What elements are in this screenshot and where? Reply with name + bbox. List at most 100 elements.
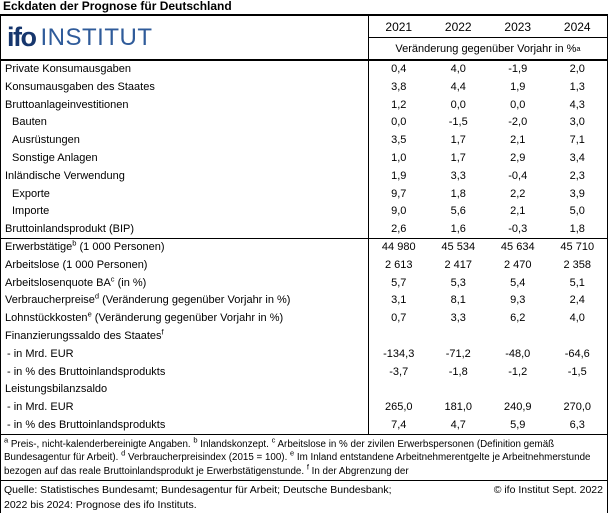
cell-2021: 9,0: [391, 205, 407, 218]
table-row: - in Mrd. EUR 265,0 181,0 240,9 270,0: [1, 399, 607, 417]
cell-2021: 265,0: [384, 401, 413, 414]
row-values: 1,0 1,7 2,9 3,4: [368, 149, 607, 168]
row-values: 1,9 3,3 -0,4 2,3: [368, 167, 607, 186]
cell-2022: 4,7: [450, 418, 466, 431]
cell-2024: 4,0: [569, 312, 585, 325]
row-label: Exporte: [12, 187, 50, 200]
cell-2024: 270,0: [563, 401, 592, 414]
source-text: Quelle: Statistisches Bundesamt; Bundesa…: [4, 483, 392, 496]
cell-2022: 1,8: [450, 187, 466, 200]
table-row: - in % des Bruttoinlandsprodukts -3,7 -1…: [1, 363, 607, 382]
year-header-row: 2021 2022 2023 2024: [369, 16, 607, 38]
cell-2023: -48,0: [505, 347, 531, 360]
cell-2021: 1,2: [391, 98, 407, 111]
row-label: - in Mrd. EUR: [7, 347, 74, 360]
cell-2024: 2,4: [569, 294, 585, 307]
cell-2021: 0,4: [391, 63, 407, 75]
cell-2024: 2,3: [569, 169, 585, 182]
cell-2023: -0,4: [508, 169, 528, 182]
cell-2022: -71,2: [445, 347, 471, 360]
row-label: Bruttoanlageinvestitionen: [5, 98, 129, 111]
row-label: Leistungsbilanzsaldo: [5, 383, 108, 396]
row-values: 0,7 3,3 6,2 4,0: [368, 310, 607, 328]
row-values: 265,0 181,0 240,9 270,0: [368, 399, 607, 417]
cell-2023: 6,2: [510, 312, 526, 325]
cell-2022: 5,3: [450, 276, 466, 289]
ifo-logo: ifo INSTITUT: [1, 16, 368, 59]
row-values: 0,0 -1,5 -2,0 3,0: [368, 114, 607, 133]
row-label: Erwerbstätigeb (1 000 Personen): [5, 238, 165, 253]
cell-2023: 240,9: [503, 401, 532, 414]
cell-2023: 2,9: [510, 151, 526, 164]
year-header-2021: 2021: [385, 19, 413, 34]
cell-2024: 5,1: [569, 276, 585, 289]
row-label: Bruttoinlandsprodukt (BIP): [5, 223, 135, 236]
cell-2024: 7,1: [569, 134, 585, 147]
cell-2021: -3,7: [389, 365, 409, 378]
row-values: 3,8 4,4 1,9 1,3: [368, 78, 607, 97]
cell-2024: 2,0: [569, 63, 585, 75]
row-label: Ausrüstungen: [12, 134, 80, 147]
cell-2021: 3,8: [391, 80, 407, 93]
cell-2023: 2,1: [510, 205, 526, 218]
table-row: Finanzierungssaldo des Staatesf: [1, 327, 607, 346]
cell-2024: 2 358: [563, 258, 592, 271]
row-label: - in % des Bruttoinlandsprodukts: [7, 418, 166, 431]
header-columns: 2021 2022 2023 2024 Veränderung gegenübe…: [368, 16, 607, 59]
cell-2021: [369, 381, 429, 399]
cell-2022: 8,1: [450, 294, 466, 307]
source-block: Quelle: Statistisches Bundesamt; Bundesa…: [1, 481, 607, 513]
ifo-logo-mark: ifo: [7, 22, 37, 52]
row-label: Bauten: [12, 116, 47, 129]
footnotes: a Preis-, nicht-kalenderbereinigte Angab…: [1, 435, 607, 481]
cell-2023: 9,3: [510, 294, 526, 307]
cell-2023: 2,2: [510, 187, 526, 200]
cell-2023: [488, 381, 548, 399]
cell-2024: -64,6: [564, 347, 590, 360]
cell-2023: 2,1: [510, 134, 526, 147]
cell-2023: 2 470: [503, 258, 532, 271]
table-row: Inländische Verwendung 1,9 3,3 -0,4 2,3: [1, 167, 607, 186]
footnote-segment: a Preis-, nicht-kalenderbereinigte Angab…: [4, 435, 194, 450]
table-frame: ifo INSTITUT 2021 2022 2023 2024 Verände…: [0, 14, 608, 513]
row-label: Lohnstückkostene (Veränderung gegenüber …: [5, 310, 284, 325]
row-values: 1,2 0,0 0,0 4,3: [368, 96, 607, 115]
table-row: Arbeitslosenquote BAc (in %) 5,7 5,3 5,4…: [1, 274, 607, 293]
cell-2021: 2,6: [391, 223, 407, 236]
cell-2021: 44 980: [381, 240, 416, 253]
row-values: 2 613 2 417 2 470 2 358: [368, 256, 607, 275]
row-values: 2,6 1,6 -0,3 1,8: [368, 221, 607, 238]
cell-2021: 0,7: [391, 312, 407, 325]
cell-2024: 1,3: [569, 80, 585, 93]
row-values: -3,7 -1,8 -1,2 -1,5: [368, 363, 607, 382]
forecast-note: 2022 bis 2024: Prognose des ifo Institut…: [4, 498, 197, 511]
page-title: Eckdaten der Prognose für Deutschland: [3, 0, 232, 13]
cell-2022: 4,0: [450, 63, 466, 75]
row-label: Private Konsumausgaben: [5, 63, 131, 75]
table-row: Importe 9,0 5,6 2,1 5,0: [1, 203, 607, 222]
cell-2021: 1,0: [391, 151, 407, 164]
row-values: [368, 327, 607, 346]
cell-2021: 7,4: [391, 418, 407, 431]
row-label: Arbeitslosenquote BAc (in %): [5, 274, 147, 289]
copyright-text: © ifo Institut Sept. 2022: [493, 483, 603, 496]
table-row: - in % des Bruttoinlandsprodukts 7,4 4,7…: [1, 416, 607, 435]
table-row: Bruttoanlageinvestitionen 1,2 0,0 0,0 4,…: [1, 96, 607, 115]
cell-2024: 6,3: [569, 418, 585, 431]
cell-2022: 1,6: [450, 223, 466, 236]
table-row: Ausrüstungen 3,5 1,7 2,1 7,1: [1, 132, 607, 150]
ifo-logo-text: INSTITUT: [40, 23, 153, 51]
footnote-segment: d Verbraucherpreisindex (2015 = 100).: [121, 449, 291, 464]
row-label: Inländische Verwendung: [5, 169, 125, 182]
row-label: Arbeitslose (1 000 Personen): [5, 258, 148, 271]
footnote-segment: b Inlandskonzept.: [193, 435, 272, 450]
cell-2022: -1,8: [448, 365, 468, 378]
table-row: Bauten 0,0 -1,5 -2,0 3,0: [1, 114, 607, 133]
table-row: Bruttoinlandsprodukt (BIP) 2,6 1,6 -0,3 …: [1, 221, 607, 239]
cell-2024: 4,3: [569, 98, 585, 111]
cell-2022: [429, 381, 489, 399]
cell-2023: -0,3: [508, 223, 528, 236]
cell-2023: 45 634: [500, 240, 535, 253]
cell-2022: 0,0: [450, 98, 466, 111]
